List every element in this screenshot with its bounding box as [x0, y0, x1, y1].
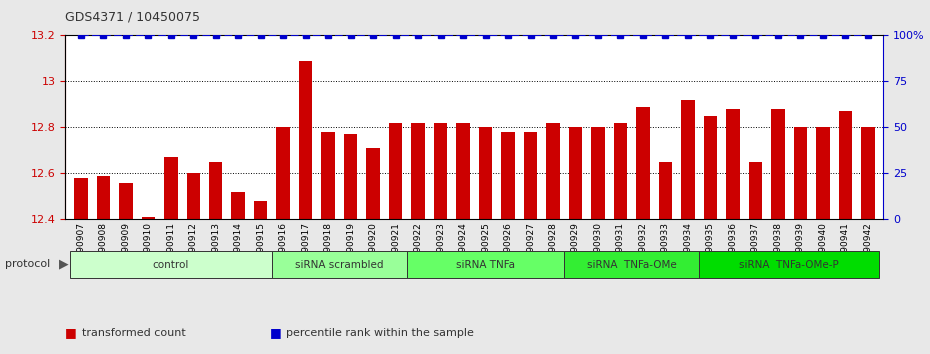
Bar — [209, 162, 222, 219]
Bar — [793, 127, 807, 219]
FancyBboxPatch shape — [699, 251, 879, 278]
Text: GDS4371 / 10450075: GDS4371 / 10450075 — [65, 11, 200, 24]
Text: control: control — [153, 259, 189, 270]
Text: protocol: protocol — [5, 259, 50, 269]
Bar — [366, 148, 379, 219]
FancyBboxPatch shape — [272, 251, 406, 278]
Text: ■: ■ — [65, 326, 77, 339]
Bar — [344, 135, 357, 219]
Bar — [141, 217, 155, 219]
Text: ▶: ▶ — [59, 257, 68, 270]
Bar — [97, 176, 110, 219]
Bar — [433, 123, 447, 219]
Bar — [704, 116, 717, 219]
Bar — [479, 127, 492, 219]
Bar — [771, 109, 785, 219]
Bar — [658, 162, 672, 219]
Bar — [164, 157, 178, 219]
Text: siRNA  TNFa-OMe-P: siRNA TNFa-OMe-P — [739, 259, 839, 270]
FancyBboxPatch shape — [406, 251, 565, 278]
FancyBboxPatch shape — [70, 251, 272, 278]
Bar — [501, 132, 515, 219]
Text: transformed count: transformed count — [82, 328, 186, 338]
Bar — [119, 183, 133, 219]
Bar — [457, 123, 470, 219]
Bar — [749, 162, 762, 219]
Bar — [524, 132, 538, 219]
Text: siRNA scrambled: siRNA scrambled — [295, 259, 384, 270]
Bar — [299, 61, 312, 219]
Text: percentile rank within the sample: percentile rank within the sample — [286, 328, 474, 338]
FancyBboxPatch shape — [565, 251, 699, 278]
Bar — [839, 112, 852, 219]
Bar — [546, 123, 560, 219]
Text: ■: ■ — [270, 326, 282, 339]
Bar — [276, 127, 290, 219]
Bar — [322, 132, 335, 219]
Bar — [232, 192, 245, 219]
Bar — [614, 123, 627, 219]
Bar — [411, 123, 425, 219]
Bar — [681, 100, 695, 219]
Bar — [74, 178, 87, 219]
Bar — [861, 127, 874, 219]
Text: siRNA  TNFa-OMe: siRNA TNFa-OMe — [587, 259, 676, 270]
Bar — [636, 107, 650, 219]
Text: siRNA TNFa: siRNA TNFa — [456, 259, 515, 270]
Bar — [726, 109, 739, 219]
Bar — [591, 127, 604, 219]
Bar — [569, 127, 582, 219]
Bar — [816, 127, 830, 219]
Bar — [389, 123, 403, 219]
Bar — [254, 201, 268, 219]
Bar — [187, 173, 200, 219]
